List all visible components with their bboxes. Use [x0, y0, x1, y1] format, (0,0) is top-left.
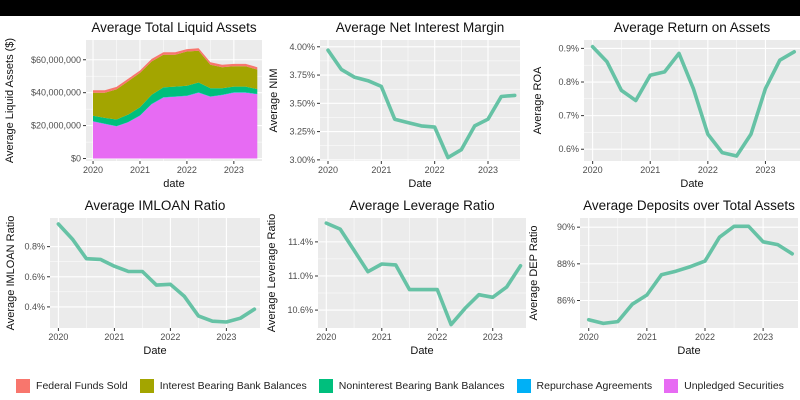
y-tick-label: 90%: [557, 222, 575, 232]
y-tick-label: 86%: [557, 296, 575, 306]
y-tick-label: 0.6%: [558, 144, 579, 154]
y-tick-label: 3.75%: [289, 70, 315, 80]
x-tick-label: 2023: [483, 332, 503, 342]
chart-title: Average Deposits over Total Assets: [583, 198, 795, 213]
chart-panel-1: 2020 2021 2022 2023 $0 $20,000,000 $40,000,000…: [4, 20, 262, 190]
legend-key: [318, 379, 333, 393]
y-tick-label: 88%: [557, 259, 575, 269]
x-tick-label: 2021: [372, 332, 392, 342]
plot-background: [318, 218, 526, 328]
x-tick-label: 2021: [130, 165, 150, 175]
chart-title: Average Return on Assets: [614, 20, 771, 35]
chart-title: Average Net Interest Margin: [336, 20, 505, 35]
legend-item-interest-bearing: Interest Bearing Bank Balances: [139, 379, 307, 393]
x-tick-label: 2023: [224, 165, 244, 175]
x-tick-label: 2022: [427, 332, 447, 342]
y-tick-label: 0.7%: [558, 111, 579, 121]
chart-panel-2: 2020 2021 2022 2023 3.00% 3.25% 3.50% 3.75% 4.00…: [268, 20, 520, 190]
legend-label: Repurchase Agreements: [536, 380, 653, 392]
legend-item-repurchase-agreements: Repurchase Agreements: [516, 379, 653, 393]
x-tick-label: 2020: [318, 165, 338, 175]
chart-panel-5: 2020 2021 2022 2023 10.6% 11.0% 11.4% Average L…: [266, 198, 526, 357]
area-unpledged-securities: [93, 92, 258, 159]
y-tick-label: 0.8%: [24, 242, 45, 252]
y-tick-label: 11.0%: [288, 271, 313, 281]
x-axis-label: Date: [677, 345, 700, 357]
chart-title: Average Leverage Ratio: [349, 198, 494, 213]
y-axis-label: Average Leverage Ratio: [266, 214, 278, 332]
chart-grid: 2020 2021 2022 2023 $0 $20,000,000 $40,000,000…: [4, 20, 800, 357]
area-interest-bearing-bank-balances: [93, 50, 258, 120]
y-axis-label: Average ROA: [532, 66, 544, 134]
y-tick-label: 10.6%: [287, 305, 313, 315]
legend-key: [139, 379, 154, 393]
x-tick-label: 2020: [579, 332, 599, 342]
x-tick-label: 2020: [83, 165, 103, 175]
chart-panel-6: 2020 2021 2022 2023 86% 88% 90% Average Deposit…: [528, 198, 798, 357]
x-axis-label: Date: [680, 178, 703, 190]
legend-key: [16, 379, 31, 393]
y-axis-label: Average Liquid Assets ($): [4, 38, 16, 163]
chart-panel-3: 2020 2021 2022 2023 0.6% 0.7% 0.8% 0.9% Average …: [532, 20, 800, 190]
chart-panel-4: 2020 2021 2022 2023 0.4% 0.6% 0.8% Average IMLO…: [5, 198, 260, 357]
x-tick-label: 2022: [160, 332, 180, 342]
chart-title: Average IMLOAN Ratio: [85, 198, 226, 213]
x-tick-label: 2022: [425, 165, 445, 175]
top-bar: [0, 0, 800, 16]
area-noninterest-bearing-bank-balances: [93, 82, 258, 127]
x-tick-label: 2020: [583, 165, 603, 175]
y-tick-label: $60,000,000: [31, 55, 81, 65]
y-tick-label: 0.8%: [558, 77, 579, 87]
x-tick-label: 2023: [755, 165, 775, 175]
x-axis-label: Date: [410, 345, 433, 357]
legend-item-federal-funds-sold: Federal Funds Sold: [16, 379, 128, 393]
y-tick-label: 0.4%: [24, 302, 45, 312]
x-tick-label: 2021: [640, 165, 660, 175]
x-tick-label: 2022: [177, 165, 197, 175]
x-tick-label: 2022: [695, 332, 715, 342]
legend-label: Interest Bearing Bank Balances: [159, 380, 307, 392]
y-tick-label: 0.9%: [558, 43, 579, 53]
chart-title: Average Total Liquid Assets: [91, 20, 257, 35]
y-tick-label: 11.4%: [288, 237, 313, 247]
plot-background: [584, 40, 800, 161]
y-tick-label: 3.50%: [289, 98, 315, 108]
x-tick-label: 2021: [371, 165, 391, 175]
legend-label: Federal Funds Sold: [36, 380, 128, 392]
y-tick-label: 0.6%: [24, 272, 45, 282]
y-tick-label: $20,000,000: [31, 121, 81, 131]
legend-item-unpledged-securities: Unpledged Securities: [664, 379, 784, 393]
x-axis-label: date: [163, 178, 184, 190]
legend-item-noninterest-bearing: Noninterest Bearing Bank Balances: [318, 379, 505, 393]
legend-label: Unpledged Securities: [684, 380, 784, 392]
legend-label: Noninterest Bearing Bank Balances: [338, 380, 505, 392]
y-tick-label: 3.00%: [289, 155, 315, 165]
x-tick-label: 2023: [216, 332, 236, 342]
legend-key: [664, 379, 679, 393]
legend-key: [516, 379, 531, 393]
y-tick-label: $0: [71, 154, 81, 164]
plot-background: [320, 40, 520, 161]
x-tick-label: 2020: [48, 332, 68, 342]
y-axis-label: Average NIM: [268, 69, 280, 133]
y-tick-label: 4.00%: [289, 42, 315, 52]
x-tick-label: 2022: [698, 165, 718, 175]
y-tick-label: $40,000,000: [31, 88, 81, 98]
x-tick-label: 2021: [104, 332, 124, 342]
x-tick-label: 2021: [637, 332, 657, 342]
y-axis-label: Average DEP Ratio: [528, 226, 540, 321]
x-axis-label: Date: [143, 345, 166, 357]
x-axis-label: Date: [408, 178, 431, 190]
x-tick-label: 2023: [753, 332, 773, 342]
y-axis-label: Average IMLOAN Ratio: [5, 216, 17, 331]
x-tick-label: 2023: [478, 165, 498, 175]
plot-background: [580, 218, 798, 328]
x-tick-label: 2020: [316, 332, 336, 342]
y-tick-label: 3.25%: [289, 127, 315, 137]
legend: Federal Funds Sold Interest Bearing Bank…: [0, 372, 800, 400]
plot-background: [50, 218, 260, 328]
